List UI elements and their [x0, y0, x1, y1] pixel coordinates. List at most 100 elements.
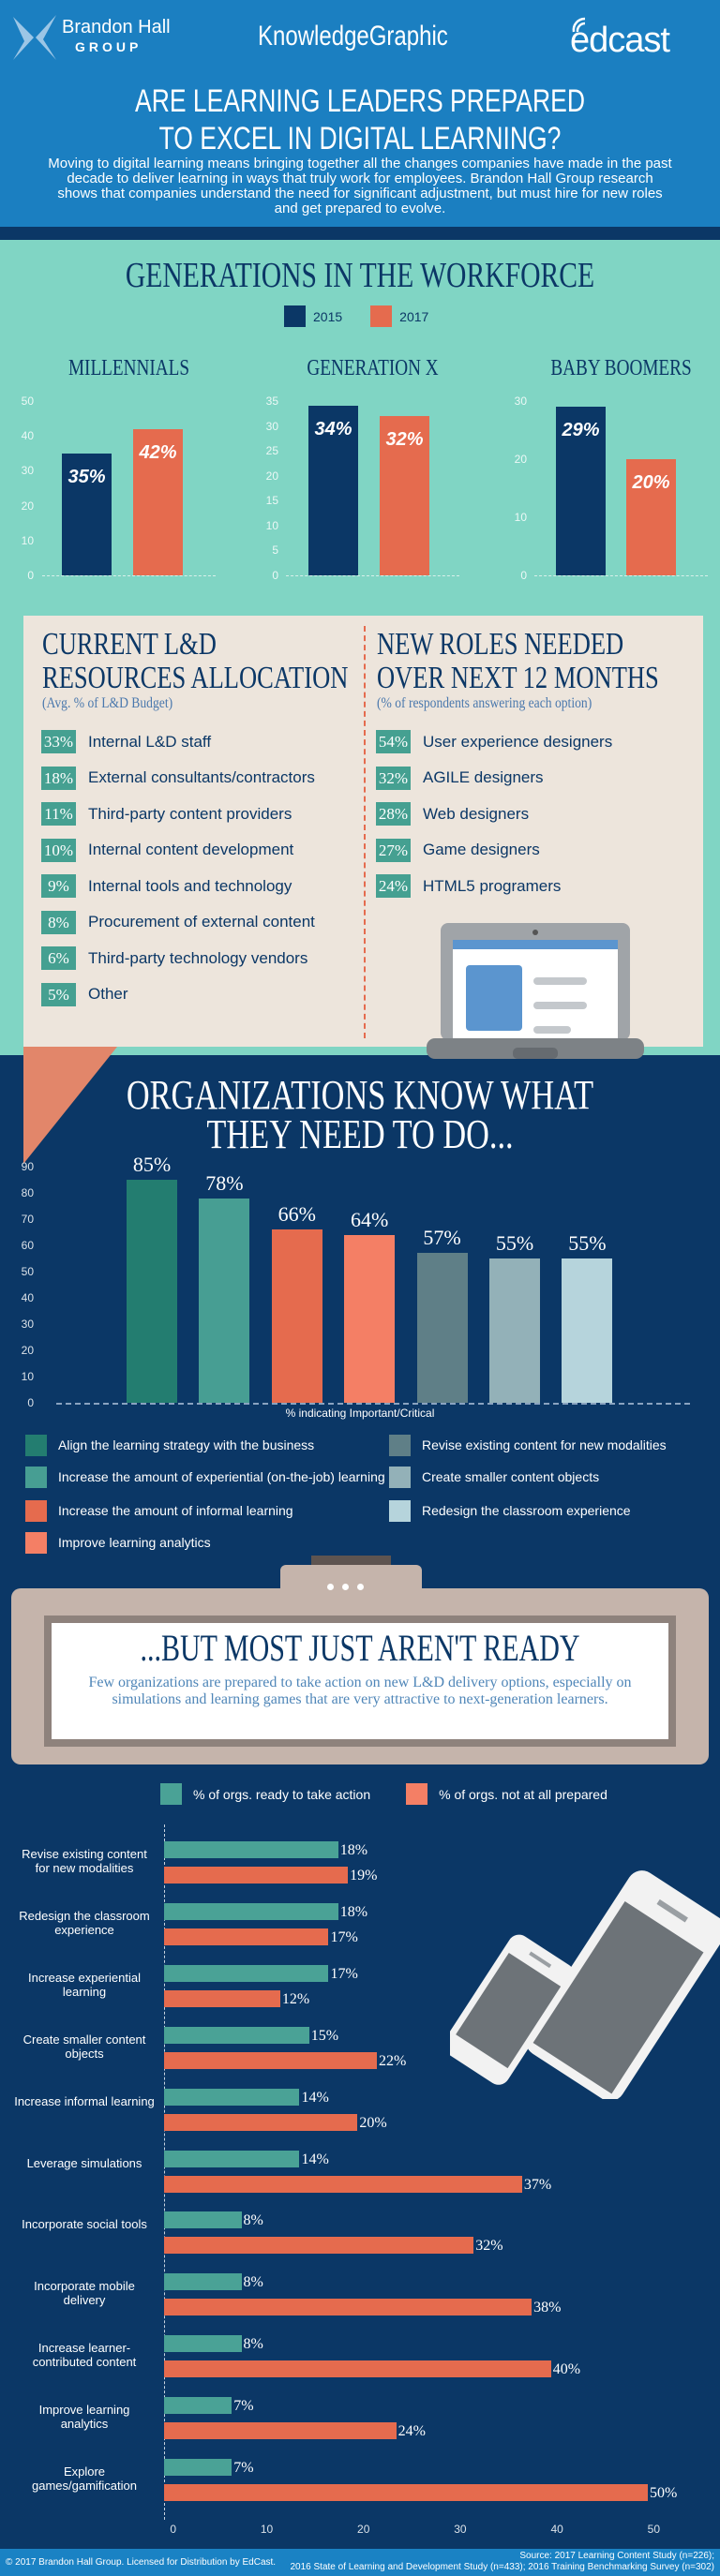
bar-value-label: 38% [533, 2300, 562, 2316]
pct-badge: 10% [41, 838, 76, 862]
item-label: Other [88, 985, 128, 1003]
item-label: User experience designers [423, 732, 613, 751]
allocation-item: 10% Internal content development [41, 838, 293, 862]
allocation-title-line2: RESOURCES ALLOCATION [42, 661, 349, 695]
legend-label: Create smaller content objects [422, 1469, 600, 1484]
category-label: Increase experiential learning [28, 1970, 141, 1999]
dots-icon [327, 1584, 364, 1590]
allocation-item: 9% Internal tools and technology [41, 874, 292, 898]
y-tick-label: 30 [21, 464, 34, 478]
y-tick-label: 30 [21, 1318, 34, 1331]
legend-swatch-2015 [284, 305, 306, 327]
allocation-title-line1: CURRENT L&D [42, 627, 217, 662]
y-tick-label: 40 [21, 429, 34, 443]
pct-badge: 8% [41, 910, 76, 934]
pct-badge: 32% [376, 766, 411, 790]
pct-badge: 6% [41, 946, 76, 970]
y-tick-label: 60 [21, 1239, 34, 1252]
legend-swatch [389, 1435, 411, 1456]
ready-bar [164, 1841, 338, 1858]
allocation-subtitle: (Avg. % of L&D Budget) [42, 695, 173, 711]
bar-value-label: 37% [523, 2176, 552, 2193]
y-tick-label: 0 [27, 569, 34, 582]
allocation-item: 11% Third-party content providers [41, 802, 292, 826]
ready-bar [164, 2088, 300, 2106]
not-prepared-bar [164, 2299, 532, 2316]
bar-value-label: 12% [281, 1990, 310, 2007]
item-label: External consultants/contractors [88, 768, 315, 786]
not-prepared-bar [164, 1867, 349, 1884]
legend-swatch-2017 [370, 305, 393, 327]
know-bar-value: 55% [568, 1231, 607, 1255]
bar-2015 [308, 406, 358, 575]
bar-value-label: 17% [330, 1928, 358, 1945]
y-tick-label: 30 [514, 395, 527, 408]
y-tick-label: 20 [265, 469, 278, 483]
bar-value-label: 17% [330, 1965, 358, 1982]
y-tick-label: 25 [265, 444, 278, 458]
y-tick-label: 10 [21, 1370, 34, 1383]
generations-legend: 2015 2017 [284, 305, 428, 327]
category-label: Create smaller content objects [22, 2032, 146, 2061]
x-tick-label: 30 [454, 2523, 467, 2536]
legend-swatch [25, 1500, 47, 1522]
ready-body: Few organizations are prepared to take a… [88, 1675, 632, 1707]
know-bar [344, 1234, 396, 1403]
y-tick-label: 10 [265, 518, 278, 532]
bar-value-label: 14% [301, 2089, 329, 2106]
not-prepared-bar [164, 2175, 522, 2193]
not-prepared-bar [164, 2422, 397, 2440]
header: Brandon Hall GROUP KnowledgeGraphic edca… [0, 0, 720, 227]
x-tick-label: 10 [260, 2523, 274, 2536]
bar-value-label: 14% [301, 2151, 329, 2167]
y-tick-label: 5 [272, 543, 278, 558]
bar-2017 [380, 415, 429, 575]
bar-value-label: 32% [475, 2238, 503, 2255]
know-bar-value: 57% [423, 1226, 461, 1250]
roles-title-line2: OVER NEXT 12 MONTHS [377, 661, 659, 695]
mobile-devices-icon [450, 1870, 720, 2099]
bar-value-label: 15% [310, 2027, 339, 2044]
ready-axis-line [164, 1824, 165, 2520]
y-tick-label: 15 [265, 494, 278, 508]
bar-2017 [133, 428, 183, 575]
pct-badge: 28% [376, 802, 411, 826]
monitor-camera-bar [311, 1556, 391, 1567]
main-title-line2: TO EXCEL IN DIGITAL LEARNING? [158, 121, 562, 156]
legend-label: Increase the amount of informal learning [58, 1503, 293, 1518]
bar-value-label: 19% [350, 1868, 378, 1884]
know-bar [127, 1180, 177, 1403]
legend-swatch [25, 1532, 47, 1554]
x-tick-label: 0 [170, 2523, 176, 2536]
baseline [534, 575, 708, 576]
y-tick-label: 20 [514, 453, 527, 466]
allocation-item: 33% Internal L&D staff [41, 730, 211, 753]
legend-label: Improve learning analytics [58, 1535, 211, 1550]
know-title: ORGANIZATIONS KNOW WHAT THEY NEED TO DO.… [0, 1075, 720, 1155]
ready-bar [164, 2397, 232, 2415]
bar-value-label: 8% [243, 2274, 263, 2291]
know-x-label: % indicating Important/Critical [285, 1407, 435, 1420]
item-label: Internal L&D staff [88, 732, 212, 751]
bar-value-label: 42% [139, 441, 177, 463]
bar-value-label: 29% [562, 420, 600, 441]
item-label: HTML5 programers [423, 876, 562, 895]
know-bar [271, 1229, 322, 1403]
bar-2015 [556, 407, 606, 575]
know-bar [199, 1198, 250, 1403]
bar-value-label: 40% [552, 2361, 581, 2378]
ready-bar [164, 2150, 300, 2167]
ready-bar [164, 2335, 242, 2353]
category-label: Explore games/gamification [32, 2464, 137, 2493]
not-prepared-bar [164, 2484, 648, 2501]
y-tick-label: 50 [21, 395, 34, 408]
bar-value-label: 7% [233, 2398, 254, 2415]
role-item: 54% User experience designers [376, 730, 612, 753]
roles-subtitle: (% of respondents answering each option) [377, 695, 592, 711]
generation-chart-title: MILLENNIALS [68, 356, 190, 380]
edcast-logo: edcast [570, 21, 670, 60]
knowledgegraphic-title: KnowledgeGraphic [258, 21, 448, 52]
y-tick-label: 20 [21, 499, 34, 513]
roles-heading: NEW ROLES NEEDED OVER NEXT 12 MONTHS (% … [377, 628, 720, 712]
laptop-icon [427, 923, 644, 1059]
